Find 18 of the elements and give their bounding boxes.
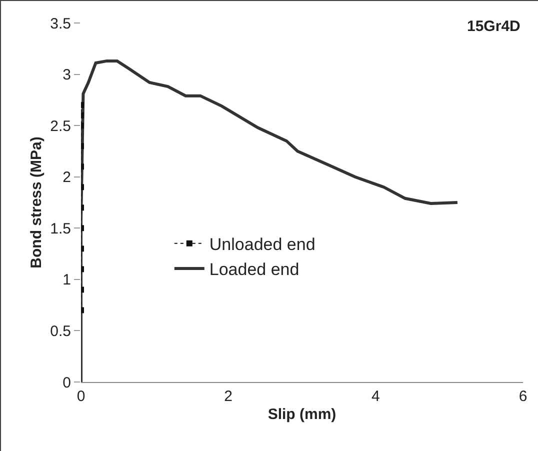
legend-label: Unloaded end [209,235,316,254]
y-tick-label: 0.5 [50,322,71,340]
y-axis-title: Bond stress (MPa) [28,136,45,268]
x-tick-label: 4 [372,388,380,405]
line-series [81,59,459,382]
x-tick-label: 0 [76,388,86,405]
y-tick-label: 1.5 [50,220,71,238]
y-tick-label: 2 [62,169,71,186]
x-axis-title: Slip (mm) [268,406,336,423]
y-tick-label: 2.5 [50,118,71,135]
chart-title: 15Gr4D [467,18,521,35]
y-tick-label: 3 [62,66,71,84]
x-tick-label: 6 [518,388,528,405]
y-tick-label: 1 [62,272,71,289]
y-tick-label: 0 [62,374,71,392]
x-tick-label: 2 [224,388,232,405]
legend-label: Loaded end [209,260,300,280]
y-tick-label: 3.5 [50,15,71,32]
